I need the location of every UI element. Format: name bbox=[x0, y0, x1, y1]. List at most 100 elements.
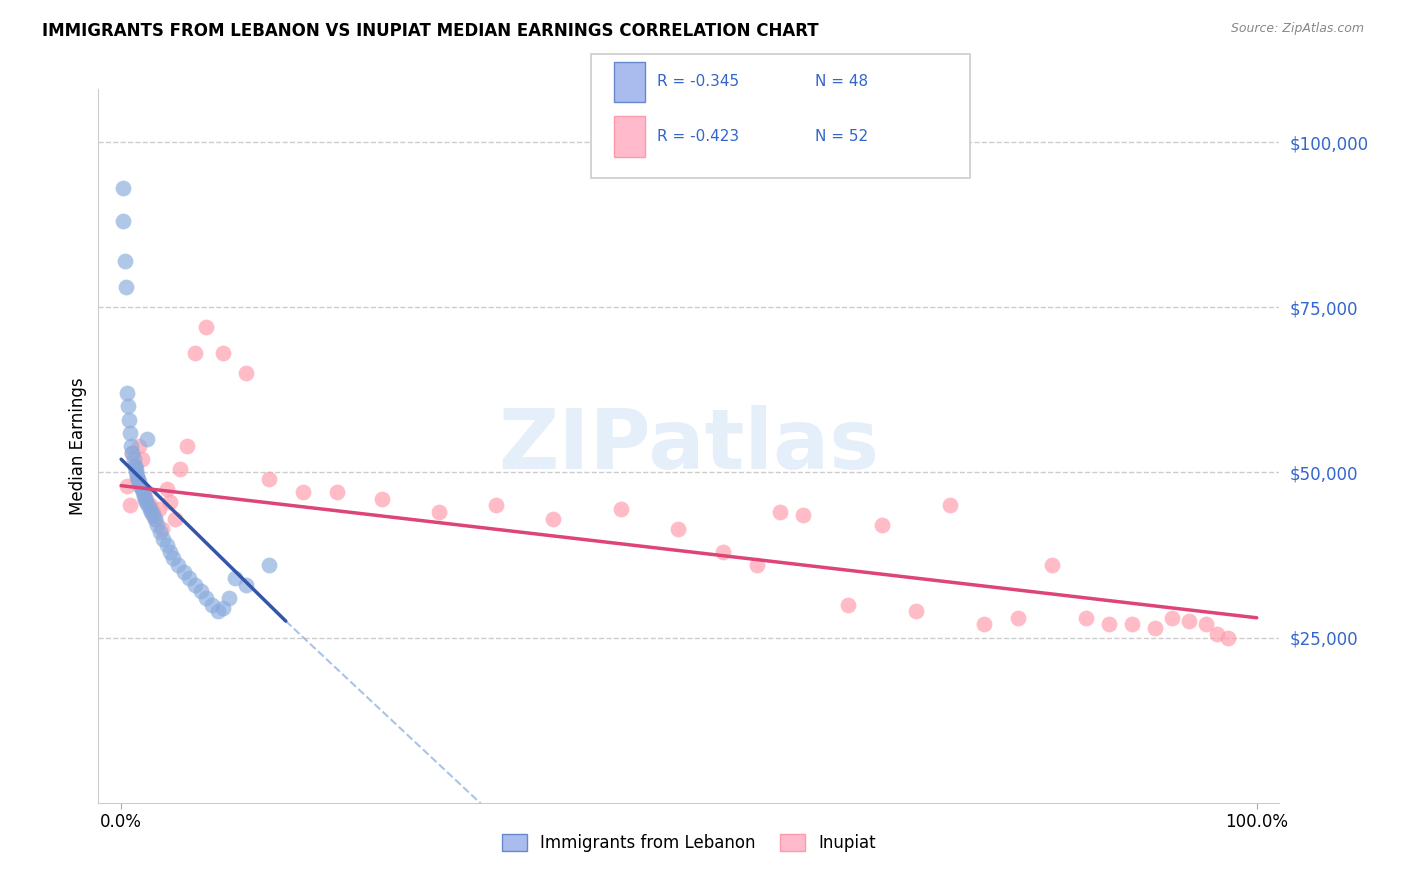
Point bbox=[114, 280, 136, 294]
Point bbox=[1121, 617, 1143, 632]
Point bbox=[115, 478, 138, 492]
Point bbox=[114, 254, 136, 268]
Point bbox=[138, 499, 160, 513]
Point bbox=[121, 445, 143, 459]
Point bbox=[155, 538, 177, 552]
Point bbox=[128, 475, 150, 490]
Point bbox=[135, 491, 157, 506]
Point bbox=[138, 499, 160, 513]
Point bbox=[610, 501, 633, 516]
Point bbox=[163, 511, 186, 525]
Point bbox=[371, 491, 394, 506]
Point bbox=[127, 472, 149, 486]
Point bbox=[1160, 611, 1182, 625]
Point bbox=[176, 439, 198, 453]
Point bbox=[1076, 611, 1098, 625]
Point bbox=[939, 499, 962, 513]
Point bbox=[291, 485, 314, 500]
Point bbox=[184, 578, 207, 592]
Point bbox=[132, 489, 155, 503]
Point bbox=[149, 524, 172, 539]
Point bbox=[427, 505, 450, 519]
Point bbox=[148, 501, 170, 516]
Point bbox=[218, 591, 240, 605]
Point bbox=[124, 458, 146, 473]
Point bbox=[326, 485, 349, 500]
Point bbox=[179, 571, 201, 585]
Point bbox=[162, 551, 184, 566]
Text: R = -0.345: R = -0.345 bbox=[657, 74, 738, 89]
Point bbox=[125, 472, 148, 486]
Point bbox=[207, 604, 229, 618]
Point bbox=[201, 598, 224, 612]
Point bbox=[112, 214, 135, 228]
Point bbox=[125, 462, 148, 476]
Text: ZIPatlas: ZIPatlas bbox=[499, 406, 879, 486]
Point bbox=[120, 425, 142, 440]
Point bbox=[257, 558, 280, 572]
Point bbox=[666, 522, 689, 536]
Point bbox=[155, 482, 177, 496]
Point bbox=[870, 518, 893, 533]
Point bbox=[131, 452, 153, 467]
Point bbox=[138, 501, 160, 516]
Point bbox=[135, 495, 157, 509]
Point bbox=[142, 508, 165, 523]
Point bbox=[837, 598, 859, 612]
Point bbox=[134, 491, 156, 506]
Point bbox=[224, 571, 246, 585]
Point bbox=[132, 485, 155, 500]
Point bbox=[195, 320, 218, 334]
Point bbox=[485, 499, 508, 513]
Point bbox=[235, 367, 257, 381]
Point bbox=[125, 466, 148, 480]
Point bbox=[118, 412, 141, 426]
Y-axis label: Median Earnings: Median Earnings bbox=[69, 377, 87, 515]
Legend: Immigrants from Lebanon, Inupiat: Immigrants from Lebanon, Inupiat bbox=[495, 827, 883, 859]
Point bbox=[122, 452, 145, 467]
Point bbox=[129, 478, 152, 492]
Point bbox=[128, 439, 150, 453]
Point bbox=[1143, 621, 1166, 635]
Point bbox=[173, 565, 195, 579]
Point bbox=[190, 584, 212, 599]
Point bbox=[169, 462, 191, 476]
Point bbox=[159, 545, 181, 559]
Point bbox=[159, 495, 181, 509]
Point bbox=[1195, 617, 1218, 632]
Point bbox=[1177, 614, 1199, 628]
Point bbox=[257, 472, 280, 486]
Point bbox=[132, 485, 155, 500]
Point bbox=[195, 591, 218, 605]
Point bbox=[121, 445, 143, 459]
Point bbox=[120, 439, 142, 453]
Point bbox=[1040, 558, 1063, 572]
Point bbox=[792, 508, 814, 523]
Point bbox=[235, 578, 257, 592]
Point bbox=[1098, 617, 1121, 632]
Point bbox=[167, 558, 190, 572]
Point bbox=[184, 346, 207, 360]
Point bbox=[117, 400, 139, 414]
Point bbox=[131, 482, 153, 496]
Point bbox=[1206, 627, 1229, 641]
Point bbox=[1218, 631, 1240, 645]
Point bbox=[212, 600, 235, 615]
Point bbox=[150, 522, 173, 536]
Point bbox=[1007, 611, 1029, 625]
Point bbox=[152, 532, 174, 546]
Point bbox=[769, 505, 792, 519]
Point bbox=[973, 617, 995, 632]
Text: R = -0.423: R = -0.423 bbox=[657, 129, 738, 144]
Point bbox=[136, 433, 159, 447]
Text: N = 52: N = 52 bbox=[815, 129, 869, 144]
Point bbox=[143, 511, 166, 525]
Point bbox=[711, 545, 734, 559]
Point bbox=[125, 468, 148, 483]
Point bbox=[541, 511, 564, 525]
Point bbox=[120, 499, 142, 513]
Point bbox=[745, 558, 768, 572]
Point bbox=[146, 518, 169, 533]
Point bbox=[143, 511, 166, 525]
Text: IMMIGRANTS FROM LEBANON VS INUPIAT MEDIAN EARNINGS CORRELATION CHART: IMMIGRANTS FROM LEBANON VS INUPIAT MEDIA… bbox=[42, 22, 818, 40]
